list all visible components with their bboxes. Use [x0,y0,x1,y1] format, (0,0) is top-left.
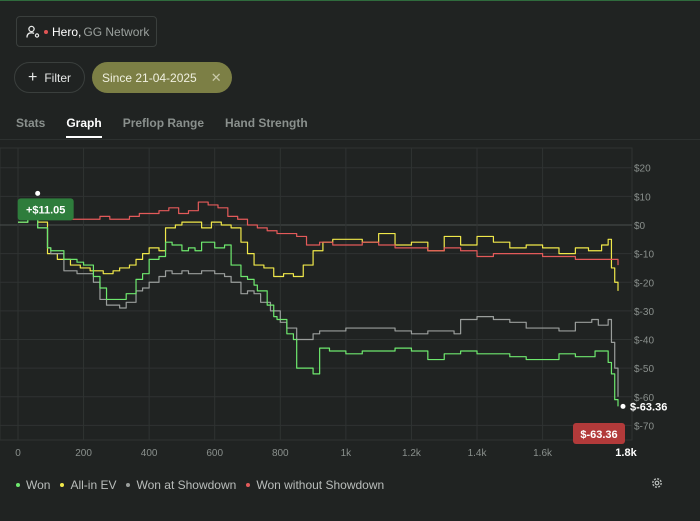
view-tabs: Stats Graph Preflop Range Hand Strength [16,116,329,138]
tab-preflop-range[interactable]: Preflop Range [122,116,205,130]
tab-hand-strength[interactable]: Hand Strength [225,116,308,130]
x-tick-label: 1.2k [402,448,422,459]
end-badge [573,423,625,444]
x-end-label: 1.8k [615,447,637,459]
x-tick-label: 400 [141,448,158,459]
network-name: GG Network [83,24,150,39]
x-tick-label: 600 [206,448,223,459]
max-badge [17,198,74,221]
date-filter-label: Since 21-04-2025 [102,70,197,85]
tabs-divider [0,139,700,140]
gear-icon[interactable] [650,476,664,490]
x-tick-label: 800 [272,448,289,459]
top-accent-line [0,0,700,1]
y-tick-label: $-40 [634,336,654,347]
filter-button[interactable]: + Filter [14,62,85,93]
y-tick-label: $-50 [634,364,654,375]
end-badge-label: $-63.36 [580,429,617,441]
legend-swatch [126,483,131,487]
y-tick-label: $-10 [634,250,654,261]
x-tick-label: 1.4k [468,448,488,459]
series-line-all-in-ev [18,218,619,291]
y-tick-label: $10 [634,192,651,203]
close-icon[interactable]: ✕ [210,69,222,85]
series-line-won-at-showdown [18,218,619,397]
y-tick-label: $-60 [634,393,654,404]
end-point [620,403,626,409]
max-badge-label: +$11.05 [26,204,65,216]
legend-label: All-in EV [70,478,117,492]
results-chart[interactable]: $20 $10 $0 $-10 $-20 $-30 $-40 $-50 $-60 $-70 0 200… [0,140,700,470]
max-point [35,190,41,196]
plus-icon: + [27,68,38,86]
x-tick-label: 200 [75,448,92,459]
legend-swatch [16,483,20,487]
series-line-won [18,218,619,407]
end-value-label: $-63.36 [630,401,667,413]
y-tick-label: $-70 [634,421,654,432]
name-separator: , [78,24,82,39]
y-tick-label: $-20 [634,278,654,289]
legend-item-won-without-showdown[interactable]: Won without Showdown [246,478,384,492]
tab-stats[interactable]: Stats [16,116,46,130]
legend-swatch [60,483,65,487]
x-tick-label: 1k [341,448,353,459]
legend-item-allin-ev[interactable]: All-in EV [60,478,116,492]
y-tick-label: $0 [634,221,646,232]
filter-label: Filter [44,70,71,85]
y-tick-label: $20 [634,164,651,175]
legend-label: Won at Showdown [136,478,237,492]
chart-legend: Won All-in EV Won at Showdown Won withou… [16,478,394,492]
series-line-won-without-showdown [18,201,619,266]
x-tick-label: 1.6k [533,448,553,459]
y-tick-label: $-30 [634,307,654,318]
date-filter-chip[interactable]: Since 21-04-2025 ✕ [92,62,232,93]
legend-item-won[interactable]: Won [16,478,50,492]
legend-item-won-at-showdown[interactable]: Won at Showdown [126,478,236,492]
player-name: Hero [52,24,79,39]
legend-label: Won without Showdown [256,478,385,492]
tab-graph[interactable]: Graph [66,116,102,138]
legend-swatch [246,483,251,487]
x-tick-label: 0 [15,448,21,459]
user-settings-icon [26,25,40,38]
plot-frame [0,147,633,441]
status-dot [44,29,48,34]
legend-label: Won [26,478,51,492]
player-selector[interactable]: Hero, GG Network [16,16,157,47]
